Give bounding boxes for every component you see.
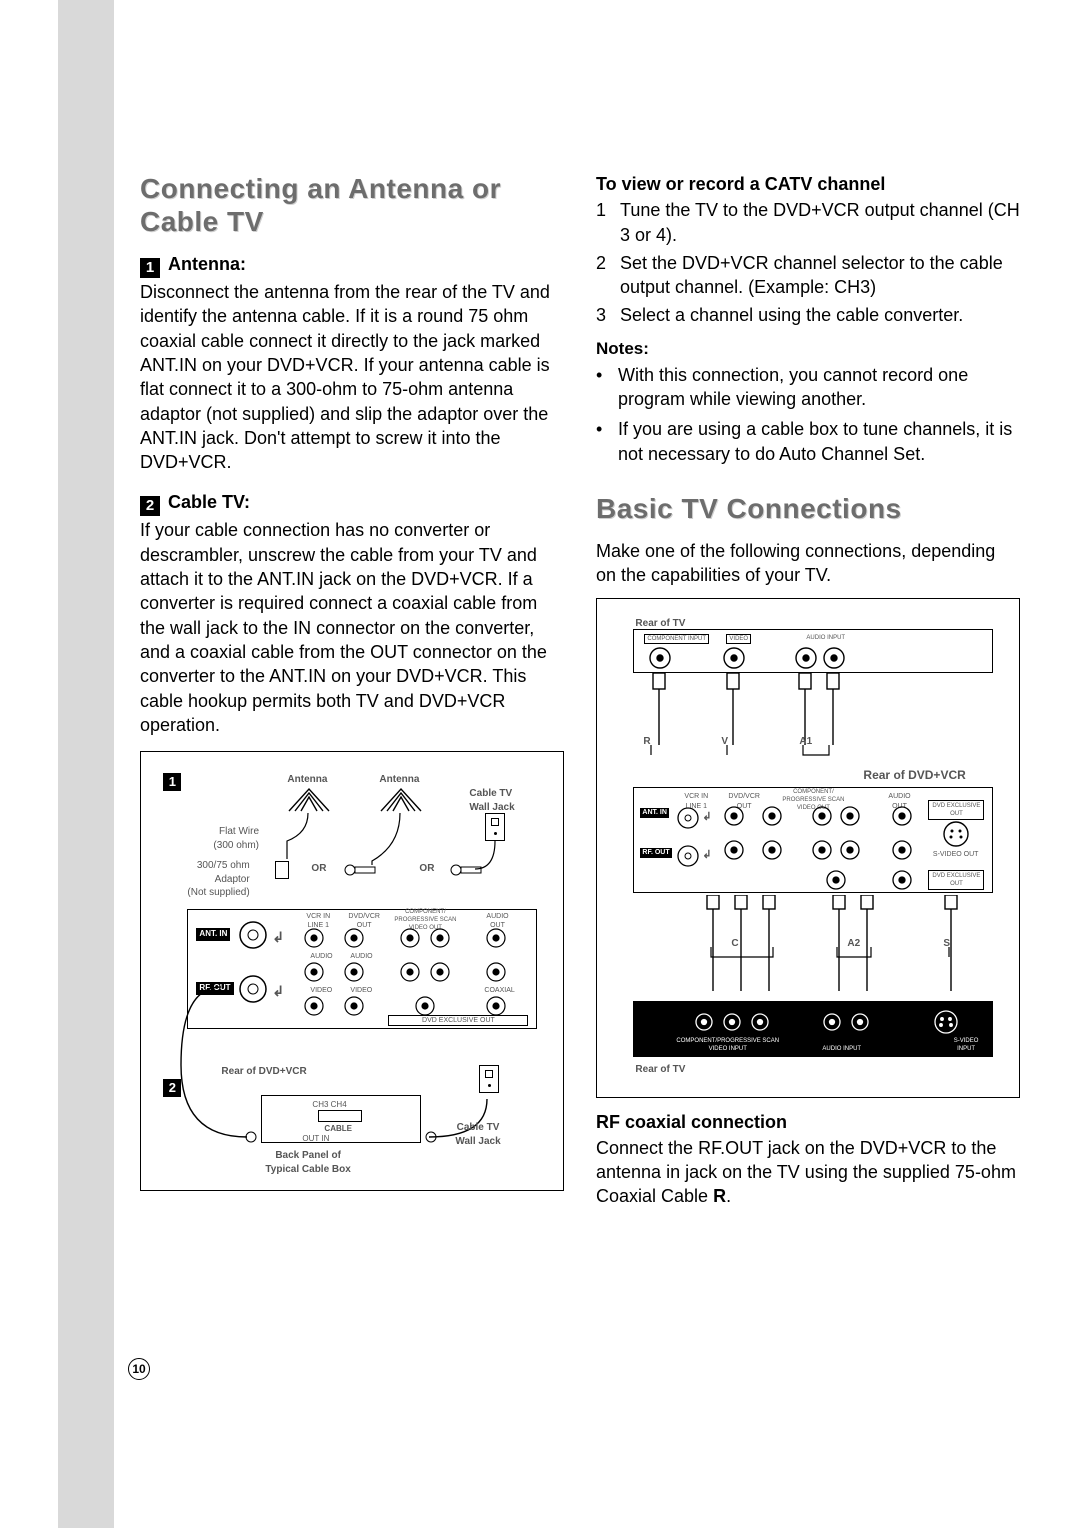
arrow-icon: ↲ (702, 810, 711, 825)
left-side-bar (58, 0, 114, 1528)
list-item: If you are using a cable box to tune cha… (596, 417, 1020, 466)
diagram-label-dvdexclusive: DVD EXCLUSIVE OUT (388, 1015, 528, 1026)
subhead-antenna-label: Antenna: (168, 254, 246, 274)
rca-jack-row-icon (644, 1008, 984, 1040)
step-number-icon: 2 (140, 496, 160, 516)
subhead-antenna: 1 Antenna: (140, 252, 564, 278)
diagram-label-component-in: COMPONENT INPUT (644, 634, 709, 644)
cable-plugs-icon (633, 895, 993, 995)
right-column: To view or record a CATV channel 1Tune t… (596, 172, 1020, 1213)
diagram-label-dvdexclusive: DVD EXCLUSIVE OUT (928, 800, 984, 820)
bracket-icon (633, 947, 993, 965)
diagram-label-audio: AUDIO (310, 952, 332, 961)
rf-body-text: Connect the RF.OUT jack on the DVD+VCR t… (596, 1136, 1020, 1209)
cable-plugs-icon (633, 673, 993, 749)
tv-rear-panel-bottom: COMPONENT/PROGRESSIVE SCAN VIDEO INPUT A… (633, 1001, 993, 1057)
cable-paths-icon (157, 785, 557, 915)
diagram-label-dvdexclusive: DVD EXCLUSIVE OUT (928, 870, 984, 890)
diagram-label-audio-in: AUDIO INPUT (822, 1045, 861, 1053)
diagram-label-svideoout: S-VIDEO OUT (933, 850, 979, 859)
diagram-label-audio-in: AUDIO INPUT (804, 634, 847, 642)
diagram-label-rfout: RF. OUT (640, 848, 671, 857)
diagram-label-backpanel: Back Panel of Typical Cable Box (265, 1149, 350, 1176)
notes-heading: Notes: (596, 338, 1020, 361)
diagram-label-antin: ANT. IN (640, 808, 669, 817)
arrow-icon: ↲ (702, 848, 711, 863)
list-item: 1Tune the TV to the DVD+VCR output chann… (596, 198, 1020, 247)
subhead-cabletv: 2 Cable TV: (140, 490, 564, 516)
section-title-connecting: Connecting an Antenna or Cable TV (140, 172, 564, 238)
section-title-basic: Basic TV Connections (596, 492, 1020, 525)
rca-jack-row-icon (648, 644, 968, 674)
tv-connection-diagram: Rear of TV COMPONENT INPUT VIDEO AUDIO I… (596, 598, 1020, 1098)
bracket-icon (643, 745, 883, 763)
antenna-body-text: Disconnect the antenna from the rear of … (140, 280, 564, 474)
list-item: 3Select a channel using the cable conver… (596, 303, 1020, 327)
left-column: Connecting an Antenna or Cable TV 1 Anten… (140, 172, 564, 1213)
arrow-icon: ↲ (272, 928, 284, 947)
basic-intro-text: Make one of the following connections, d… (596, 539, 1020, 588)
tv-rear-panel-top: COMPONENT INPUT VIDEO AUDIO INPUT (633, 629, 993, 673)
diagram-label-walljack: Cable TV Wall Jack (455, 1121, 500, 1148)
diagram-label-coaxial: COAXIAL (484, 986, 514, 995)
antenna-wiring-diagram: 1 2 Antenna Antenna Cable TV Wall Jack F… (140, 751, 564, 1191)
diagram-label-svideo-in: S-VIDEO INPUT (954, 1037, 979, 1053)
page-content: Connecting an Antenna or Cable TV 1 Anten… (140, 172, 1020, 1213)
subhead-cabletv-label: Cable TV: (168, 492, 250, 512)
diagram-label-component-in: COMPONENT/PROGRESSIVE SCAN VIDEO INPUT (676, 1037, 779, 1053)
list-item: 2Set the DVD+VCR channel selector to the… (596, 251, 1020, 300)
wall-jack-icon (479, 1065, 499, 1093)
cable-path-icon (175, 985, 375, 1165)
cabletv-body-text: If your cable connection has no converte… (140, 518, 564, 737)
subhead-catv: To view or record a CATV channel (596, 172, 1020, 196)
coax-jack-icon (676, 844, 700, 868)
svideo-jack-icon (942, 820, 970, 848)
subhead-rf: RF coaxial connection (596, 1110, 1020, 1134)
diagram-label-antin: ANT. IN (196, 928, 230, 941)
diagram-label-audio: AUDIO (350, 952, 372, 961)
page-number: 10 (128, 1358, 150, 1380)
coax-jack-icon (238, 920, 268, 950)
coax-jack-icon (676, 806, 700, 830)
step-number-icon: 1 (140, 258, 160, 278)
dvdvcr-rear-panel: VCR IN LINE 1 DVD/VCR OUT COMPONENT/ PRO… (633, 787, 993, 893)
diagram-label-rear-tv: Rear of TV (635, 1063, 685, 1077)
diagram-label-rear-dvdvcr: Rear of DVD+VCR (863, 767, 965, 783)
notes-list: With this connection, you cannot record … (596, 363, 1020, 466)
list-item: With this connection, you cannot record … (596, 363, 1020, 412)
catv-steps-list: 1Tune the TV to the DVD+VCR output chann… (596, 198, 1020, 327)
diagram-label-video-in: VIDEO (726, 634, 751, 644)
